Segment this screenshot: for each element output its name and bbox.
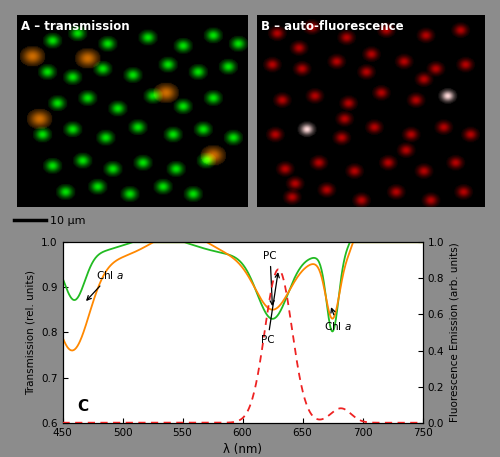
Text: B – auto-fluorescence: B – auto-fluorescence xyxy=(261,21,404,33)
Text: Chl $a$: Chl $a$ xyxy=(87,269,124,300)
X-axis label: λ (nm): λ (nm) xyxy=(223,443,262,456)
Text: PC: PC xyxy=(261,273,280,345)
Text: 10 μm: 10 μm xyxy=(50,216,86,226)
Text: A – transmission: A – transmission xyxy=(21,21,130,33)
Y-axis label: Transmission (rel. units): Transmission (rel. units) xyxy=(26,270,36,395)
Text: C: C xyxy=(77,399,88,414)
Text: Chl $a$: Chl $a$ xyxy=(324,308,352,332)
Text: PC: PC xyxy=(264,251,277,305)
Y-axis label: Fluorescence Emission (arb. units): Fluorescence Emission (arb. units) xyxy=(450,243,460,422)
